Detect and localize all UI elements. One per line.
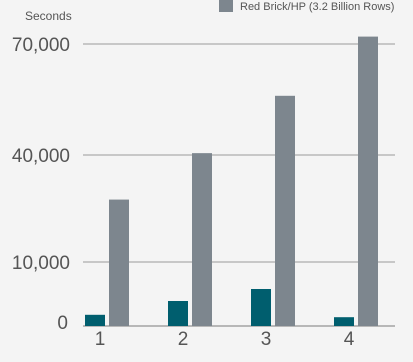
bar-series1-cat3 xyxy=(251,289,271,326)
legend-swatch xyxy=(219,0,233,12)
bar-series1-cat2 xyxy=(168,301,188,326)
bar-series2-cat3 xyxy=(275,95,295,326)
x-tick-label: 3 xyxy=(261,329,272,350)
y-axis: 0 10,000 40,000 70,000 xyxy=(12,35,70,334)
x-tick-label: 4 xyxy=(344,329,355,350)
y-tick-label: 70,000 xyxy=(12,35,70,56)
bar-series2-cat2 xyxy=(192,153,212,326)
y-axis-label: Seconds xyxy=(25,9,72,23)
bar-series2-cat1 xyxy=(109,199,129,326)
x-tick-label: 2 xyxy=(178,329,189,350)
bars xyxy=(85,36,378,326)
bar-series2-cat4 xyxy=(358,36,378,326)
x-tick-label: 1 xyxy=(95,329,106,350)
y-tick-label: 0 xyxy=(57,313,68,334)
x-axis: 1 2 3 4 xyxy=(95,329,355,350)
legend: Red Brick/HP (3.2 Billion Rows) xyxy=(219,0,394,13)
bar-series1-cat1 xyxy=(85,314,105,326)
legend-label: Red Brick/HP (3.2 Billion Rows) xyxy=(240,1,394,13)
bar-series1-cat4 xyxy=(334,317,354,326)
y-tick-label: 40,000 xyxy=(12,146,70,167)
y-tick-label: 10,000 xyxy=(12,253,70,274)
gridlines xyxy=(83,43,395,327)
